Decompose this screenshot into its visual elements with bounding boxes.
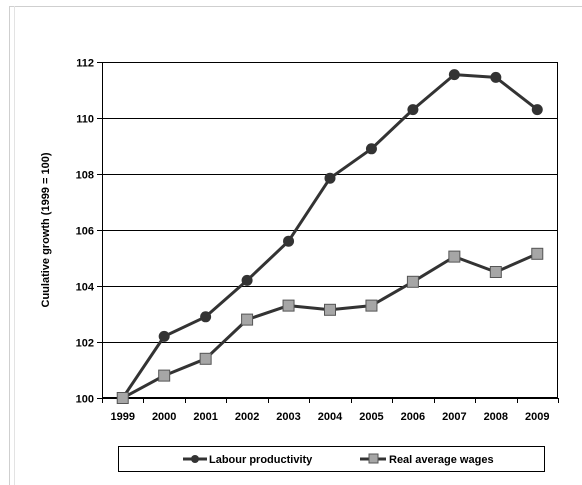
plot-area bbox=[102, 62, 558, 398]
series-lines bbox=[116, 69, 544, 404]
data-point-labour-productivity bbox=[448, 69, 460, 81]
series-line-labour-productivity bbox=[121, 73, 539, 399]
data-point-labour-productivity bbox=[283, 235, 295, 247]
y-tick-label: 102 bbox=[76, 338, 94, 350]
data-point-real-average-wages bbox=[448, 250, 461, 263]
data-point-labour-productivity bbox=[241, 274, 253, 286]
y-tick-label: 100 bbox=[76, 394, 94, 406]
x-tick-label: 1999 bbox=[110, 411, 134, 423]
data-point-labour-productivity bbox=[531, 104, 543, 116]
x-tick-label: 2008 bbox=[484, 411, 508, 423]
legend-label-real-average-wages: Real average wages bbox=[389, 454, 494, 466]
data-point-real-average-wages bbox=[365, 299, 378, 312]
x-tick-label: 2006 bbox=[401, 411, 425, 423]
y-tick-label: 112 bbox=[76, 58, 94, 70]
x-tick-label: 2003 bbox=[276, 411, 300, 423]
data-point-labour-productivity bbox=[490, 71, 502, 83]
data-point-real-average-wages bbox=[531, 247, 544, 260]
data-point-real-average-wages bbox=[241, 313, 254, 326]
legend-label-labour-productivity: Labour productivity bbox=[209, 454, 313, 466]
gridlines bbox=[102, 62, 558, 399]
x-tick-label: 2002 bbox=[235, 411, 259, 423]
data-point-real-average-wages bbox=[199, 352, 212, 365]
data-point-labour-productivity bbox=[158, 330, 170, 342]
data-point-labour-productivity bbox=[365, 143, 377, 155]
y-tick-label: 108 bbox=[76, 170, 94, 182]
x-tick-label: 2000 bbox=[152, 411, 176, 423]
legend-marker-circle bbox=[191, 455, 199, 463]
y-tick-label: 110 bbox=[76, 114, 94, 126]
x-tick-labels: 1999 2000 2001 2002 2003 2004 2005 2006 2007 2008… bbox=[110, 411, 549, 423]
y-tick-label: 104 bbox=[76, 282, 95, 294]
data-point-real-average-wages bbox=[282, 299, 295, 312]
legend-item-real-average-wages: Real average wages bbox=[360, 453, 494, 466]
legend-marker-square bbox=[368, 453, 379, 464]
data-point-real-average-wages bbox=[158, 369, 171, 382]
x-tick-label: 2007 bbox=[442, 411, 466, 423]
x-tick-label: 2009 bbox=[525, 411, 549, 423]
legend-item-labour-productivity: Labour productivity bbox=[183, 454, 313, 466]
data-point-real-average-wages bbox=[324, 303, 336, 316]
legend: Labour productivity Real average wages bbox=[118, 446, 545, 472]
data-point-real-average-wages bbox=[116, 392, 129, 404]
data-point-labour-productivity bbox=[324, 172, 336, 184]
x-tick-label: 2004 bbox=[318, 411, 343, 423]
x-tick-label: 2001 bbox=[193, 411, 217, 423]
y-tick-labels: 100 102 104 106 108 110 112 bbox=[76, 58, 95, 406]
y-axis-label: Cuulative growth (1999 = 100) bbox=[40, 152, 52, 307]
x-tick-label: 2005 bbox=[359, 411, 383, 423]
data-point-labour-productivity bbox=[407, 104, 419, 116]
y-tick-label: 106 bbox=[76, 226, 94, 238]
data-point-real-average-wages bbox=[406, 275, 419, 288]
data-point-real-average-wages bbox=[489, 266, 502, 278]
axes bbox=[97, 62, 559, 403]
data-point-labour-productivity bbox=[200, 311, 212, 323]
